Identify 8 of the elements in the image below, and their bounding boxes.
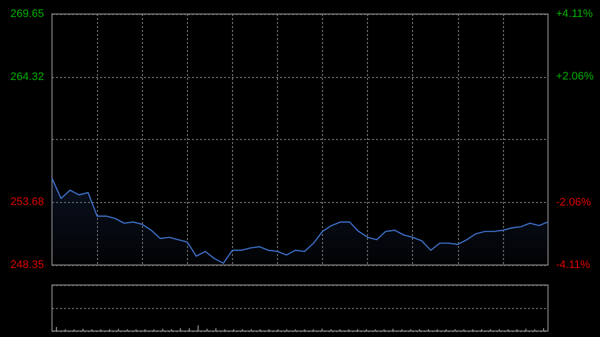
y-tick-label: 248.35 [10,259,44,271]
y-tick-label: 264.32 [10,70,44,83]
y-tick-label: 269.65 [10,8,44,20]
y2-tick-label: +2.06% [556,70,594,83]
y2-tick-label: -2.06% [556,196,592,208]
y2-tick-label: -4.11% [556,259,590,271]
y2-tick-label: +4.11% [556,8,594,20]
y-tick-label: 253.68 [10,196,44,208]
